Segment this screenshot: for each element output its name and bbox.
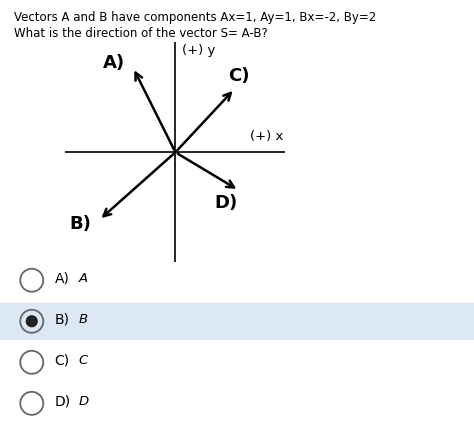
Text: D: D (78, 395, 89, 408)
Circle shape (26, 315, 38, 327)
Text: A: A (78, 272, 87, 285)
Text: What is the direction of the vector S= A-B?: What is the direction of the vector S= A… (14, 27, 268, 41)
Text: B): B) (69, 215, 91, 233)
Text: A): A) (103, 55, 125, 72)
Text: D): D) (215, 194, 238, 212)
Text: A): A) (55, 271, 69, 285)
Text: B: B (78, 313, 87, 326)
Text: (+) x: (+) x (250, 130, 283, 143)
Text: B): B) (55, 312, 70, 326)
Text: C): C) (55, 353, 70, 367)
Text: C): C) (228, 67, 250, 85)
Text: (+) y: (+) y (182, 44, 215, 58)
Text: C: C (78, 354, 88, 367)
Text: Vectors A and B have components Ax=1, Ay=1, Bx=-2, By=2: Vectors A and B have components Ax=1, Ay… (14, 11, 376, 24)
Text: D): D) (55, 394, 71, 408)
